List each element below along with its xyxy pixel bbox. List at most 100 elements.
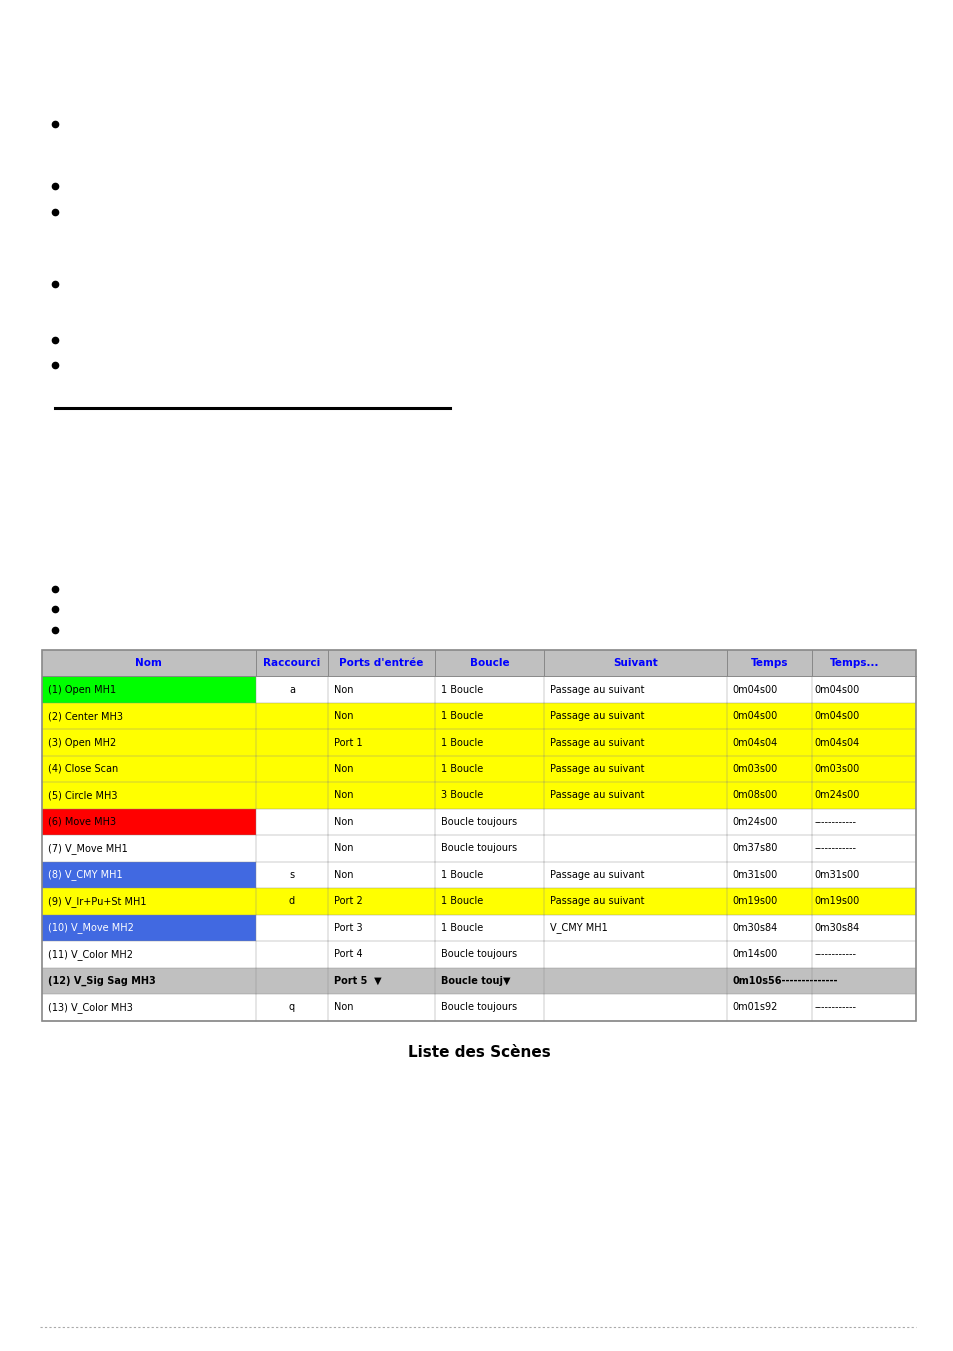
Text: Boucle: Boucle bbox=[469, 658, 509, 669]
Text: Raccourci: Raccourci bbox=[263, 658, 320, 669]
Text: 0m08s00: 0m08s00 bbox=[732, 790, 777, 801]
Bar bbox=[42, 677, 915, 703]
Bar bbox=[42, 809, 255, 835]
Bar bbox=[42, 835, 915, 862]
Text: 0m04s00: 0m04s00 bbox=[814, 711, 859, 721]
Text: 3 Boucle: 3 Boucle bbox=[440, 790, 482, 801]
Bar bbox=[42, 862, 255, 888]
Text: 0m24s00: 0m24s00 bbox=[732, 817, 778, 827]
Bar bbox=[42, 755, 915, 782]
Text: 1 Boucle: 1 Boucle bbox=[440, 923, 482, 934]
Text: Passage au suivant: Passage au suivant bbox=[549, 763, 643, 774]
Text: ------------: ------------ bbox=[814, 950, 856, 959]
Text: ------------: ------------ bbox=[814, 817, 856, 827]
Text: 0m30s84: 0m30s84 bbox=[732, 923, 777, 934]
Bar bbox=[42, 942, 915, 967]
Text: Port 3: Port 3 bbox=[334, 923, 362, 934]
Bar bbox=[42, 782, 915, 809]
Text: 0m24s00: 0m24s00 bbox=[814, 790, 860, 801]
Text: Non: Non bbox=[334, 685, 353, 694]
Text: Non: Non bbox=[334, 1002, 353, 1012]
Text: Non: Non bbox=[334, 843, 353, 854]
Text: 0m19s00: 0m19s00 bbox=[814, 896, 859, 907]
Text: Non: Non bbox=[334, 870, 353, 880]
Text: Temps...: Temps... bbox=[829, 658, 878, 669]
Text: Passage au suivant: Passage au suivant bbox=[549, 790, 643, 801]
Text: 0m04s04: 0m04s04 bbox=[814, 738, 859, 747]
Text: (2) Center MH3: (2) Center MH3 bbox=[48, 711, 123, 721]
Text: (4) Close Scan: (4) Close Scan bbox=[48, 763, 118, 774]
Text: 0m03s00: 0m03s00 bbox=[732, 763, 777, 774]
Text: Boucle toujours: Boucle toujours bbox=[440, 843, 517, 854]
Text: Port 2: Port 2 bbox=[334, 896, 362, 907]
Text: Passage au suivant: Passage au suivant bbox=[549, 685, 643, 694]
Text: (5) Circle MH3: (5) Circle MH3 bbox=[48, 790, 117, 801]
Bar bbox=[42, 650, 915, 677]
Bar bbox=[42, 730, 915, 755]
Text: Passage au suivant: Passage au suivant bbox=[549, 738, 643, 747]
Text: 1 Boucle: 1 Boucle bbox=[440, 763, 482, 774]
Bar bbox=[42, 915, 255, 942]
Bar bbox=[42, 862, 915, 888]
Bar bbox=[42, 677, 255, 703]
Text: Boucle toujours: Boucle toujours bbox=[440, 1002, 517, 1012]
Text: 0m31s00: 0m31s00 bbox=[814, 870, 859, 880]
Text: (11) V_Color MH2: (11) V_Color MH2 bbox=[48, 948, 132, 959]
Text: q: q bbox=[289, 1002, 294, 1012]
Text: 0m10s56--------------: 0m10s56-------------- bbox=[732, 975, 838, 986]
Text: 1 Boucle: 1 Boucle bbox=[440, 711, 482, 721]
Bar bbox=[42, 888, 915, 915]
Text: Port 4: Port 4 bbox=[334, 950, 362, 959]
Text: 1 Boucle: 1 Boucle bbox=[440, 870, 482, 880]
Text: Boucle toujours: Boucle toujours bbox=[440, 950, 517, 959]
Bar bbox=[42, 703, 915, 730]
Text: (3) Open MH2: (3) Open MH2 bbox=[48, 738, 116, 747]
Text: 1 Boucle: 1 Boucle bbox=[440, 685, 482, 694]
Text: (7) V_Move MH1: (7) V_Move MH1 bbox=[48, 843, 128, 854]
Bar bbox=[42, 994, 915, 1020]
Bar bbox=[42, 809, 915, 835]
Text: 1 Boucle: 1 Boucle bbox=[440, 738, 482, 747]
Text: Suivant: Suivant bbox=[613, 658, 657, 669]
Bar bbox=[42, 967, 915, 994]
Text: Boucle toujours: Boucle toujours bbox=[440, 817, 517, 827]
Text: ------------: ------------ bbox=[814, 843, 856, 854]
Text: 0m37s80: 0m37s80 bbox=[732, 843, 778, 854]
Text: 0m30s84: 0m30s84 bbox=[814, 923, 859, 934]
Text: ------------: ------------ bbox=[814, 1002, 856, 1012]
Text: (8) V_CMY MH1: (8) V_CMY MH1 bbox=[48, 870, 122, 881]
Text: Passage au suivant: Passage au suivant bbox=[549, 870, 643, 880]
Text: d: d bbox=[289, 896, 294, 907]
Bar bbox=[42, 915, 915, 942]
Text: s: s bbox=[289, 870, 294, 880]
Text: (13) V_Color MH3: (13) V_Color MH3 bbox=[48, 1002, 132, 1013]
Text: Non: Non bbox=[334, 790, 353, 801]
Text: Port 5  ▼: Port 5 ▼ bbox=[334, 975, 381, 986]
Text: Non: Non bbox=[334, 763, 353, 774]
Text: 0m04s04: 0m04s04 bbox=[732, 738, 777, 747]
Text: 0m01s92: 0m01s92 bbox=[732, 1002, 778, 1012]
Text: 0m04s00: 0m04s00 bbox=[732, 711, 777, 721]
Text: V_CMY MH1: V_CMY MH1 bbox=[549, 923, 607, 934]
Text: Boucle touj▼: Boucle touj▼ bbox=[440, 975, 510, 986]
Text: Port 1: Port 1 bbox=[334, 738, 362, 747]
Text: Nom: Nom bbox=[135, 658, 162, 669]
Text: Ports d'entrée: Ports d'entrée bbox=[339, 658, 423, 669]
Text: Passage au suivant: Passage au suivant bbox=[549, 896, 643, 907]
Text: 0m19s00: 0m19s00 bbox=[732, 896, 777, 907]
Text: 0m04s00: 0m04s00 bbox=[732, 685, 777, 694]
Text: Non: Non bbox=[334, 711, 353, 721]
Text: 0m04s00: 0m04s00 bbox=[814, 685, 859, 694]
Text: Passage au suivant: Passage au suivant bbox=[549, 711, 643, 721]
Text: Liste des Scènes: Liste des Scènes bbox=[407, 1044, 550, 1061]
Text: (9) V_Ir+Pu+St MH1: (9) V_Ir+Pu+St MH1 bbox=[48, 896, 146, 907]
Text: (1) Open MH1: (1) Open MH1 bbox=[48, 685, 115, 694]
Text: a: a bbox=[289, 685, 294, 694]
Text: Non: Non bbox=[334, 817, 353, 827]
Text: 0m03s00: 0m03s00 bbox=[814, 763, 859, 774]
Text: 1 Boucle: 1 Boucle bbox=[440, 896, 482, 907]
Text: (10) V_Move MH2: (10) V_Move MH2 bbox=[48, 923, 133, 934]
Text: Temps: Temps bbox=[750, 658, 787, 669]
Text: 0m31s00: 0m31s00 bbox=[732, 870, 777, 880]
Bar bbox=[42, 650, 915, 1020]
